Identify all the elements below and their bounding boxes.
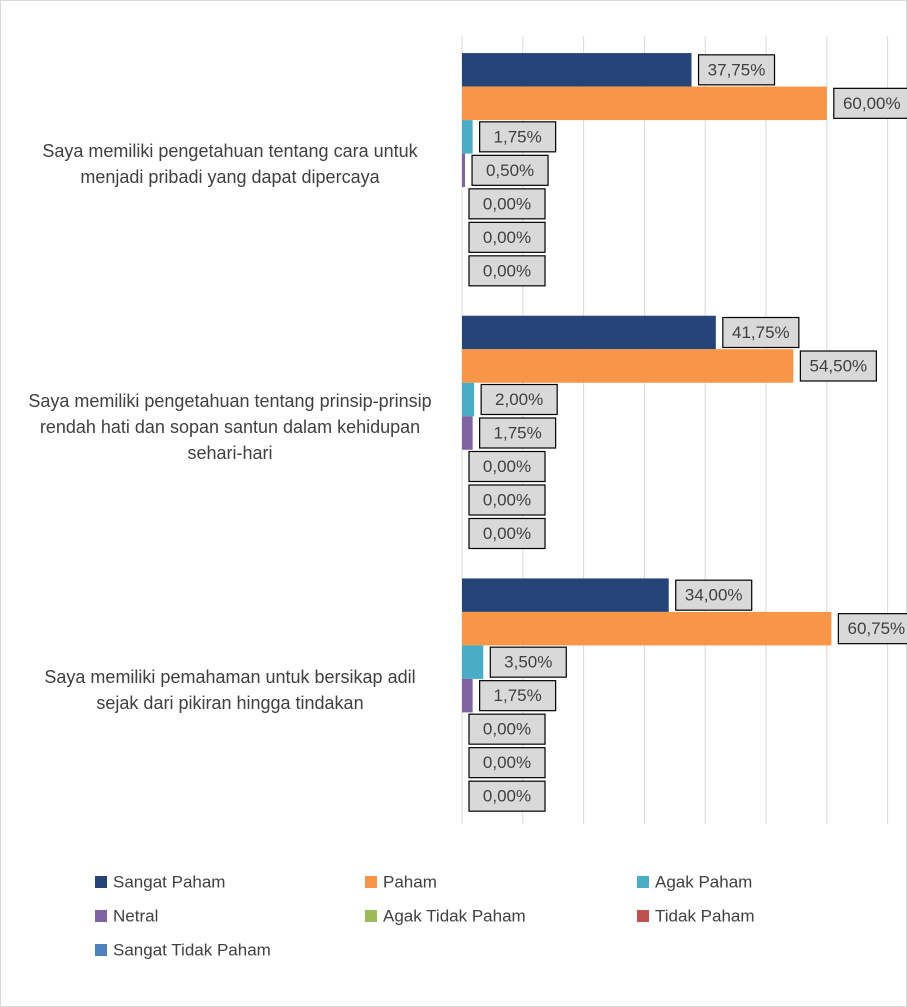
data-label: 1,75%	[494, 423, 542, 442]
category-label: Saya memiliki pengetahuan tentang prinsi…	[28, 391, 432, 463]
legend-label: Agak Paham	[655, 872, 752, 891]
bar	[462, 153, 466, 188]
data-label-box	[837, 613, 907, 645]
data-label: 37,75%	[708, 60, 766, 79]
data-label-box	[468, 255, 546, 287]
data-label-box	[697, 54, 776, 86]
legend-swatch	[365, 910, 377, 922]
data-label-box	[468, 450, 546, 483]
legend-label: Tidak Paham	[655, 906, 755, 925]
legend-swatch	[637, 876, 649, 888]
bar	[462, 416, 473, 450]
data-label-box	[468, 713, 546, 745]
legend-label: Sangat Paham	[113, 872, 225, 891]
data-label-box	[468, 221, 546, 253]
data-label: 34,00%	[685, 586, 743, 605]
category-label: Saya memiliki pengetahuan tentang cara u…	[42, 141, 418, 188]
data-label-box	[722, 316, 800, 349]
bar	[462, 645, 484, 679]
data-label: 3,50%	[504, 653, 552, 672]
data-label: 0,00%	[483, 261, 531, 280]
data-label: 0,50%	[486, 161, 534, 180]
bar	[462, 382, 475, 417]
data-label: 2,00%	[495, 390, 543, 409]
data-label: 0,00%	[483, 720, 531, 739]
data-label-box	[471, 154, 549, 186]
legend-label: Sangat Tidak Paham	[113, 940, 271, 959]
data-label: 0,00%	[483, 228, 531, 247]
data-label: 41,75%	[732, 323, 790, 342]
data-label: 0,00%	[483, 787, 531, 806]
legend-label: Netral	[113, 906, 158, 925]
data-label-box	[468, 484, 546, 516]
data-label-box	[468, 188, 546, 220]
data-label: 0,00%	[483, 194, 531, 213]
data-label: 1,75%	[494, 127, 542, 146]
legend-label: Agak Tidak Paham	[383, 906, 526, 925]
data-label-box	[489, 646, 567, 678]
data-label-box	[480, 383, 558, 416]
data-label: 54,50%	[810, 356, 868, 375]
data-label: 0,00%	[483, 457, 531, 476]
category-label: Saya memiliki pemahaman untuk bersikap a…	[44, 666, 416, 713]
data-label: 0,00%	[483, 524, 531, 543]
legend-swatch	[95, 910, 107, 922]
data-label-box	[468, 517, 546, 550]
bar	[462, 678, 473, 713]
legend-swatch	[365, 876, 377, 888]
bar	[462, 578, 669, 612]
legend-label: Paham	[383, 872, 437, 891]
data-label-box	[479, 121, 557, 153]
data-label-box	[479, 417, 557, 449]
data-label: 1,75%	[494, 686, 542, 705]
bar	[462, 53, 692, 87]
bar	[462, 315, 716, 350]
data-label-box	[675, 579, 753, 611]
data-label: 0,00%	[483, 753, 531, 772]
data-label-box	[799, 350, 877, 382]
legend-swatch	[95, 876, 107, 888]
bar	[462, 86, 827, 121]
bar	[462, 611, 832, 646]
data-label: 60,00%	[843, 94, 901, 113]
bar	[462, 120, 473, 154]
data-label-box	[468, 747, 546, 779]
legend-swatch	[637, 910, 649, 922]
data-label: 60,75%	[848, 619, 906, 638]
data-label: 0,00%	[483, 490, 531, 509]
legend-swatch	[95, 944, 107, 956]
data-label-box	[833, 87, 907, 119]
data-label-box	[479, 680, 557, 712]
bar	[462, 349, 794, 383]
data-label-box	[468, 780, 546, 812]
